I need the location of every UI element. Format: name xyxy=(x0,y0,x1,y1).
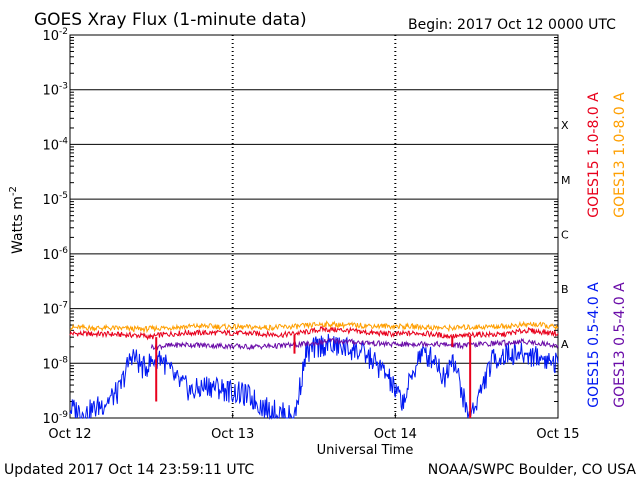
flare-class-label: C xyxy=(561,229,569,242)
series-line xyxy=(150,337,559,351)
legend-entry: GOES13 0.5-4.0 A xyxy=(612,282,628,408)
legend-label: GOES13 1.0-8.0 A xyxy=(612,92,628,218)
series-lines xyxy=(69,320,559,420)
x-tick-label: Oct 15 xyxy=(536,427,579,442)
flare-class-label: A xyxy=(561,338,569,351)
y-axis-label: Watts m-2 xyxy=(8,186,26,254)
y-tick-label: 10-4 xyxy=(42,136,68,153)
y-tick-label: 10-7 xyxy=(42,301,68,318)
x-tick-labels: Oct 12 Oct 13 Oct 14 Oct 15 xyxy=(48,413,580,442)
y-tick-label: 10-3 xyxy=(42,82,68,99)
y-axis-label-sup: -2 xyxy=(8,186,19,196)
legend-entry: GOES13 1.0-8.0 A xyxy=(612,92,628,218)
series-line xyxy=(69,325,559,341)
x-axis-label: Universal Time xyxy=(317,443,414,458)
begin-date: Begin: 2017 Oct 12 0000 UTC xyxy=(408,17,616,33)
legend: GOES15 1.0-8.0 A GOES15 0.5-4.0 A GOES13 1… xyxy=(586,92,628,408)
flare-class-labels: X M C B A xyxy=(561,119,571,351)
source-credit: NOAA/SWPC Boulder, CO USA xyxy=(428,462,637,478)
grid-lines xyxy=(70,37,558,403)
flare-class-label: M xyxy=(561,174,571,187)
legend-label: GOES15 1.0-8.0 A xyxy=(586,92,602,218)
flare-class-label: X xyxy=(561,119,569,132)
y-axis-label-group: Watts m-2 xyxy=(8,186,26,254)
legend-entry: GOES15 0.5-4.0 A xyxy=(586,282,602,408)
y-axis-label-text: Watts m xyxy=(10,196,26,254)
chart-title: GOES Xray Flux (1-minute data) xyxy=(34,10,307,30)
series-line xyxy=(69,320,559,334)
x-tick-label: Oct 13 xyxy=(211,427,254,442)
y-tick-label: 10-6 xyxy=(42,246,68,263)
updated-timestamp: Updated 2017 Oct 14 23:59:11 UTC xyxy=(4,462,254,478)
y-tick-label: 10-5 xyxy=(42,191,68,208)
flare-class-label: B xyxy=(561,283,569,296)
x-tick-label: Oct 14 xyxy=(374,427,417,442)
y-tick-label: 10-2 xyxy=(42,27,68,44)
y-tick-label: 10-9 xyxy=(42,410,68,427)
x-tick-label: Oct 12 xyxy=(48,427,91,442)
legend-label: GOES13 0.5-4.0 A xyxy=(612,282,628,408)
y-tick-labels: 10-9 10-8 10-7 10-6 10-5 10-4 10-3 10-2 xyxy=(42,27,68,427)
legend-entry: GOES15 1.0-8.0 A xyxy=(586,92,602,218)
legend-label: GOES15 0.5-4.0 A xyxy=(586,282,602,408)
series-line xyxy=(69,333,559,420)
y-tick-label: 10-8 xyxy=(42,355,68,372)
